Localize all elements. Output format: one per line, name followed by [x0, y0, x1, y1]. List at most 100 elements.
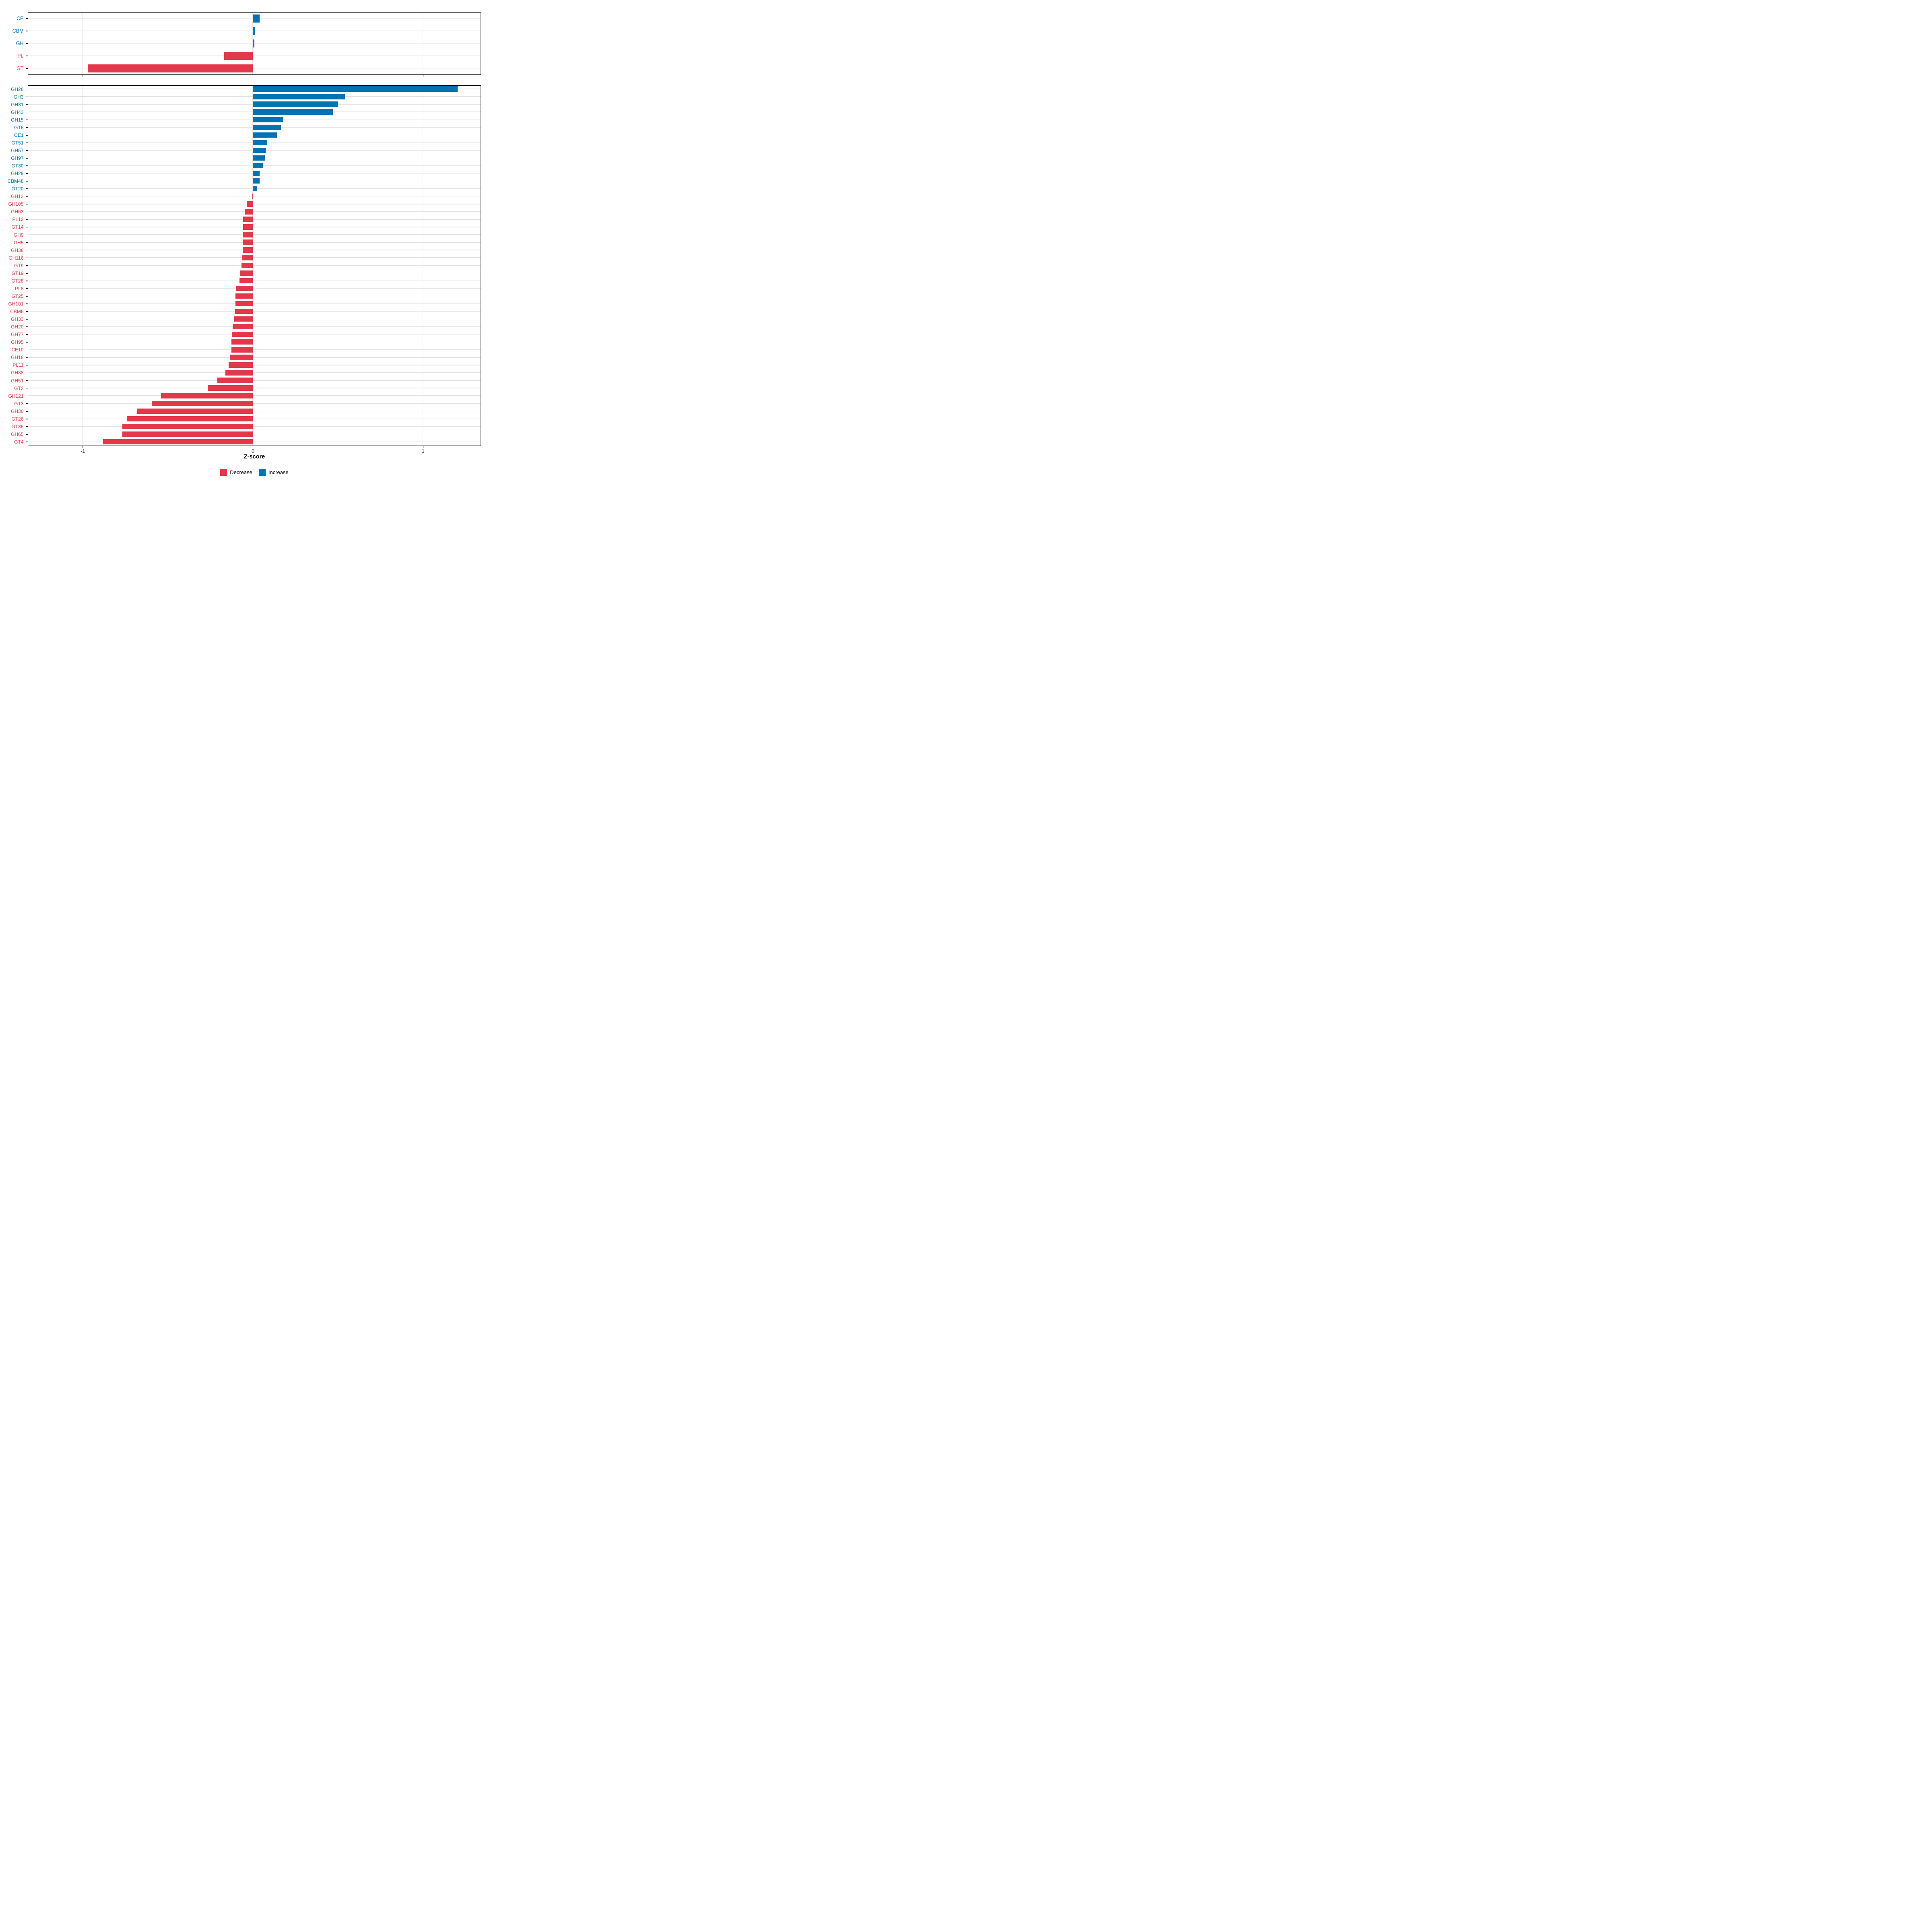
bar-GH65 — [122, 431, 253, 437]
bar-PL — [224, 52, 253, 60]
y-label-GH116: GH116 — [8, 255, 24, 261]
bar-GH29 — [253, 170, 260, 176]
gridline-h — [28, 303, 481, 304]
class-panel — [28, 12, 481, 75]
y-label-CE1: CE1 — [14, 132, 24, 138]
y-label-GH: GH — [16, 41, 24, 46]
bar-PL11 — [228, 362, 253, 368]
bar-GH — [253, 39, 254, 47]
bar-GH20 — [232, 324, 253, 330]
y-label-GT4: GT4 — [14, 439, 24, 445]
y-label-GH3: GH3 — [13, 94, 24, 100]
bar-CBM48 — [253, 178, 260, 184]
bar-GH95 — [231, 339, 253, 345]
y-tick-GT9 — [26, 265, 28, 266]
bar-GH57 — [253, 147, 266, 153]
legend-item-decrease: Decrease — [220, 469, 252, 476]
bar-GH97 — [253, 155, 265, 161]
gridline-h — [28, 234, 481, 235]
gridline-h — [28, 288, 481, 289]
y-label-GH101: GH101 — [8, 301, 24, 307]
legend-item-increase: Increase — [258, 469, 289, 476]
y-label-GT19: GT19 — [11, 270, 24, 276]
decrease-swatch-icon — [220, 469, 227, 476]
y-tick-GH43 — [26, 111, 28, 113]
y-tick-GH101 — [26, 303, 28, 304]
y-label-GT14: GT14 — [11, 224, 24, 230]
y-tick-GH95 — [26, 342, 28, 343]
bar-GT2 — [207, 385, 253, 391]
y-label-PL: PL — [17, 53, 24, 59]
family-panel — [28, 85, 481, 446]
y-tick-GT51 — [26, 142, 28, 143]
x-tick — [423, 446, 424, 448]
y-label-CBM: CBM — [12, 28, 24, 34]
bar-GH30 — [137, 408, 253, 414]
gridline-h — [28, 265, 481, 266]
bar-GH13 — [252, 194, 253, 199]
y-tick-GH26 — [26, 89, 28, 90]
bar-GH3 — [253, 94, 345, 99]
y-label-GT35: GT35 — [11, 423, 24, 429]
y-tick-GH30 — [26, 411, 28, 412]
gridline-h — [28, 395, 481, 396]
y-tick-GT3 — [26, 403, 28, 404]
y-tick-GH51 — [26, 380, 28, 381]
y-tick-CE10 — [26, 349, 28, 351]
bar-GT3 — [151, 400, 253, 406]
bar-GT14 — [243, 224, 253, 230]
y-tick-GT2 — [26, 388, 28, 389]
x-axis-title-wrap: Z-score — [28, 453, 481, 460]
y-label-CBM6: CBM6 — [10, 309, 24, 315]
x-tick — [423, 75, 424, 77]
y-label-GT20: GT20 — [11, 186, 24, 192]
y-label-GH97: GH97 — [11, 155, 24, 161]
bar-GT30 — [253, 163, 263, 169]
y-label-PL11: PL11 — [12, 362, 24, 368]
y-label-GH5: GH5 — [13, 239, 24, 246]
y-label-GT5: GT5 — [14, 124, 24, 130]
y-tick-GH20 — [26, 326, 28, 327]
y-label-GH43: GH43 — [11, 109, 24, 115]
y-tick-GH88 — [26, 372, 28, 374]
bar-PL8 — [235, 285, 253, 291]
cazyme-zscore-chart: Z-score Decrease Increase CE CBM GH PL GT GH2… — [0, 0, 483, 483]
y-tick-GT25 — [26, 296, 28, 297]
y-label-GH13: GH13 — [11, 194, 24, 200]
x-tick-label-1: 1 — [421, 448, 425, 454]
bar-GH77 — [232, 332, 253, 337]
y-tick-PL12 — [26, 219, 28, 220]
y-tick-CBM48 — [26, 181, 28, 182]
y-label-CBM48: CBM48 — [7, 178, 24, 184]
y-label-GH51: GH51 — [11, 378, 24, 384]
bar-GH51 — [217, 378, 253, 383]
bar-GT28 — [239, 278, 253, 284]
y-label-GH38: GH38 — [11, 247, 24, 253]
bar-GT35 — [122, 423, 253, 429]
bar-CBM — [253, 27, 256, 35]
gridline-v — [252, 12, 253, 74]
legend-label-decrease: Decrease — [230, 469, 252, 475]
y-tick-GT20 — [26, 188, 28, 189]
y-tick-GH5 — [26, 242, 28, 243]
bar-GT9 — [242, 262, 253, 268]
y-tick-CE — [26, 18, 28, 19]
y-label-GH31: GH31 — [11, 101, 24, 107]
bar-CBM6 — [235, 308, 253, 314]
y-label-CE10: CE10 — [11, 347, 24, 353]
y-label-GH88: GH88 — [11, 370, 24, 376]
gridline-h — [28, 326, 481, 327]
y-label-GH18: GH18 — [11, 355, 24, 361]
gridline-h — [28, 349, 481, 350]
bar-GT26 — [127, 416, 253, 421]
bar-GT51 — [253, 140, 267, 146]
y-tick-GH65 — [26, 434, 28, 435]
y-label-GT28: GT28 — [11, 278, 24, 284]
x-tick-label--1: -1 — [80, 448, 85, 454]
bar-GH15 — [253, 117, 283, 122]
y-label-GT9: GT9 — [14, 262, 24, 268]
x-tick — [252, 74, 254, 76]
y-label-PL8: PL8 — [15, 285, 24, 291]
bar-GH31 — [253, 101, 338, 107]
y-tick-GH29 — [26, 173, 28, 174]
